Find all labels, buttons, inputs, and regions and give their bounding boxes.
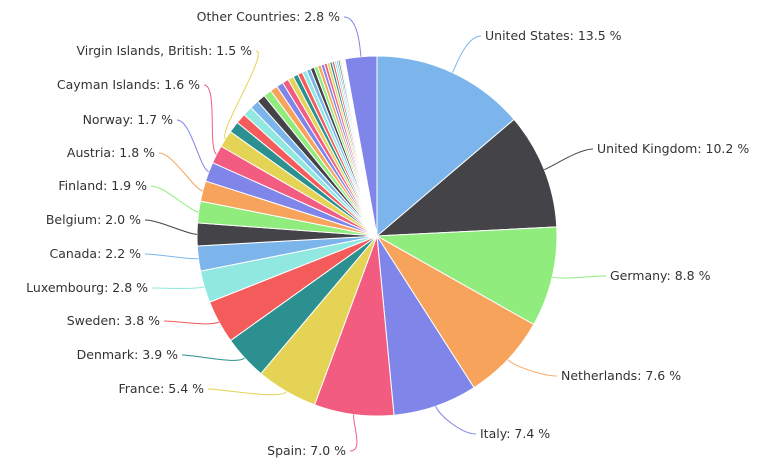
data-label-sweden: Sweden: 3.8 % — [67, 313, 160, 328]
data-label-spain: Spain: 7.0 % — [267, 443, 346, 458]
connector-norway — [176, 119, 210, 173]
connector-sweden — [163, 320, 220, 325]
connector-finland — [150, 185, 199, 213]
connector-united-kingdom — [544, 148, 594, 171]
data-label-finland: Finland: 1.9 % — [58, 178, 147, 193]
data-label-germany: Germany: 8.8 % — [610, 268, 711, 283]
data-label-netherlands: Netherlands: 7.6 % — [561, 368, 681, 383]
connector-netherlands — [507, 359, 558, 377]
connector-spain — [349, 414, 358, 452]
slice-germany[interactable] — [376, 226, 558, 325]
connector-italy — [435, 405, 477, 435]
connector-belgium — [144, 219, 198, 235]
data-label-norway: Norway: 1.7 % — [83, 112, 174, 127]
data-label-belgium: Belgium: 2.0 % — [46, 212, 141, 227]
connector-austria — [158, 152, 203, 192]
data-label-canada: Canada: 2.2 % — [50, 246, 142, 261]
connector-cayman-islands — [203, 84, 217, 155]
data-label-luxembourg: Luxembourg: 2.8 % — [26, 280, 148, 295]
connector-denmark — [181, 354, 246, 361]
data-label-united-states: United States: 13.5 % — [485, 28, 622, 43]
connector-germany — [552, 275, 607, 279]
slice-other-countries[interactable] — [344, 55, 378, 237]
slice-united-states[interactable] — [376, 55, 515, 237]
data-label-austria: Austria: 1.8 % — [67, 145, 155, 160]
connector-canada — [144, 253, 199, 260]
label-connectors — [144, 16, 607, 452]
data-label-cayman-islands: Cayman Islands: 1.6 % — [57, 77, 200, 92]
data-label-denmark: Denmark: 3.9 % — [77, 347, 178, 362]
slice-united-kingdom[interactable] — [376, 118, 558, 237]
data-labels: United States: 13.5 % United Kingdom: 10.… — [26, 9, 749, 458]
pie-slices — [196, 55, 558, 417]
connector-france — [207, 388, 287, 396]
data-label-virgin-islands-british: Virgin Islands, British: 1.5 % — [76, 43, 252, 58]
data-label-france: France: 5.4 % — [119, 381, 205, 396]
connector-other-countries — [343, 16, 362, 57]
connector-luxembourg — [151, 286, 205, 289]
data-label-other-countries: Other Countries: 2.8 % — [197, 9, 340, 24]
connector-virgin-islands-british — [224, 50, 259, 140]
data-label-united-kingdom: United Kingdom: 10.2 % — [597, 141, 749, 156]
connector-united-states — [452, 35, 482, 73]
data-label-italy: Italy: 7.4 % — [480, 426, 550, 441]
